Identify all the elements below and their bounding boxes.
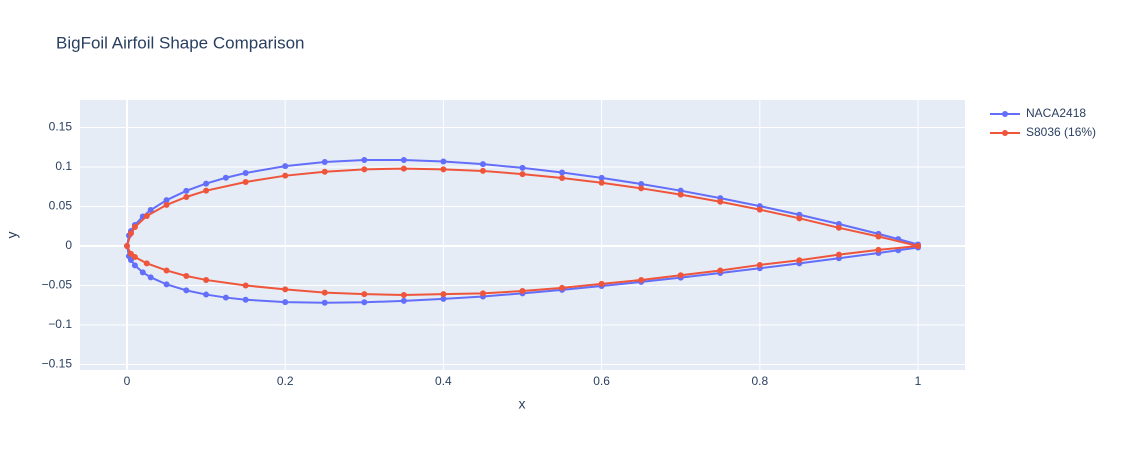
legend-label: NACA2418 <box>1026 106 1086 120</box>
x-tick-label: 0.4 <box>435 374 452 388</box>
point-marker <box>183 187 190 194</box>
point-marker <box>440 291 447 298</box>
point-marker <box>677 191 684 198</box>
point-marker <box>400 165 407 172</box>
point-marker <box>222 174 229 181</box>
legend-marker <box>1002 111 1008 117</box>
point-marker <box>915 242 922 249</box>
point-marker <box>717 198 724 205</box>
point-marker <box>796 215 803 222</box>
point-marker <box>796 257 803 264</box>
point-marker <box>598 179 605 186</box>
x-tick-label: 0 <box>124 374 131 388</box>
point-marker <box>875 233 882 240</box>
point-marker <box>559 284 566 291</box>
x-tick-label: 0.8 <box>751 374 768 388</box>
point-marker <box>163 267 170 274</box>
point-marker <box>282 286 289 293</box>
point-marker <box>139 269 146 276</box>
point-marker <box>203 291 210 298</box>
point-marker <box>163 201 170 208</box>
point-marker <box>717 267 724 274</box>
point-marker <box>143 260 150 267</box>
point-marker <box>400 291 407 298</box>
y-tick-label: 0.1 <box>55 159 72 173</box>
point-marker <box>242 178 249 185</box>
x-tick-label: 0.2 <box>277 374 294 388</box>
point-marker <box>163 197 170 204</box>
point-marker <box>875 246 882 253</box>
point-marker <box>479 167 486 174</box>
y-tick-label: −0.15 <box>42 357 73 371</box>
point-marker <box>131 224 138 231</box>
point-marker <box>677 272 684 279</box>
point-marker <box>163 281 170 288</box>
point-marker <box>835 224 842 231</box>
point-marker <box>479 161 486 168</box>
point-marker <box>282 172 289 179</box>
point-marker <box>147 207 154 214</box>
y-tick-label: −0.05 <box>42 278 73 292</box>
point-marker <box>203 180 210 187</box>
point-marker <box>638 185 645 192</box>
point-marker <box>127 230 134 237</box>
point-marker <box>282 299 289 306</box>
legend-label: S8036 (16%) <box>1026 125 1096 139</box>
y-tick-label: −0.1 <box>48 317 72 331</box>
point-marker <box>559 175 566 182</box>
x-tick-label: 0.6 <box>593 374 610 388</box>
y-tick-label: 0.05 <box>49 199 73 213</box>
legend-marker <box>1002 130 1008 136</box>
point-marker <box>321 299 328 306</box>
point-marker <box>440 158 447 165</box>
point-marker <box>638 180 645 187</box>
point-marker <box>321 168 328 175</box>
point-marker <box>479 290 486 297</box>
point-marker <box>598 280 605 287</box>
point-marker <box>756 206 763 213</box>
point-marker <box>147 274 154 281</box>
point-marker <box>361 299 368 306</box>
point-marker <box>242 282 249 289</box>
point-marker <box>559 169 566 176</box>
point-marker <box>440 166 447 173</box>
point-marker <box>183 287 190 294</box>
point-marker <box>131 254 138 261</box>
point-marker <box>203 187 210 194</box>
x-tick-label: 1 <box>915 374 922 388</box>
point-marker <box>242 296 249 303</box>
point-marker <box>598 174 605 181</box>
y-tick-label: 0 <box>65 238 72 252</box>
point-marker <box>131 262 138 269</box>
point-marker <box>835 251 842 258</box>
point-marker <box>361 157 368 164</box>
point-marker <box>440 295 447 302</box>
point-marker <box>123 242 130 249</box>
point-marker <box>183 194 190 201</box>
point-marker <box>400 156 407 163</box>
point-marker <box>519 288 526 295</box>
point-marker <box>143 212 150 219</box>
point-marker <box>519 164 526 171</box>
point-marker <box>183 272 190 279</box>
point-marker <box>400 297 407 304</box>
point-marker <box>756 261 763 268</box>
point-marker <box>222 294 229 301</box>
point-marker <box>361 291 368 298</box>
point-marker <box>203 276 210 283</box>
point-marker <box>242 169 249 176</box>
point-marker <box>321 289 328 296</box>
point-marker <box>519 171 526 178</box>
point-marker <box>638 276 645 283</box>
chart-title: BigFoil Airfoil Shape Comparison <box>56 33 305 52</box>
plot-area <box>80 100 965 370</box>
x-axis-title: x <box>519 396 526 412</box>
point-marker <box>321 159 328 166</box>
point-marker <box>361 166 368 173</box>
y-axis-title: y <box>4 232 20 239</box>
point-marker <box>282 163 289 170</box>
y-tick-label: 0.15 <box>49 120 73 134</box>
